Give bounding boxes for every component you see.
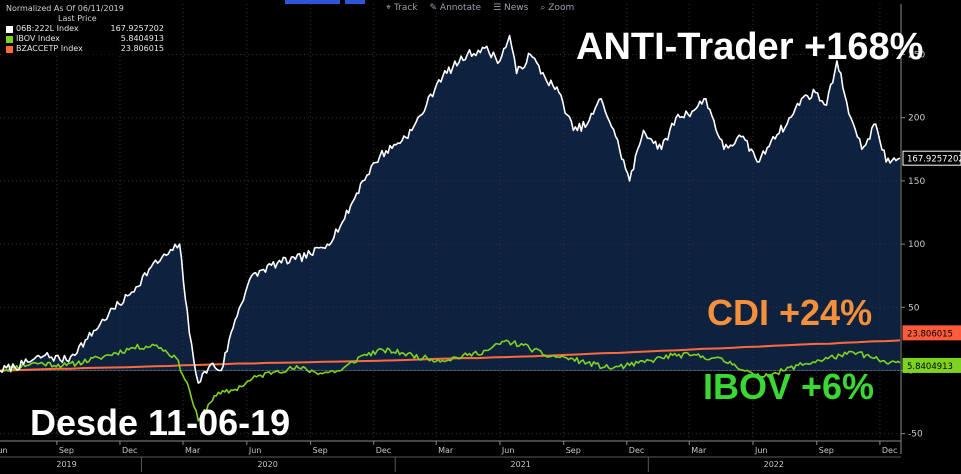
news-button[interactable]: ☰ News <box>493 3 529 13</box>
x-tick-label: Jun <box>501 446 515 455</box>
ibov-annotation: IBOV +6% <box>703 366 875 407</box>
legend-name: 06B:222L Index <box>16 24 79 33</box>
y-tick-label: 100 <box>908 240 925 250</box>
x-tick-label: Mar <box>185 446 201 455</box>
legend-swatch-cdi <box>6 45 13 53</box>
anti-last-value-tag-label: 167.9257202 <box>907 155 961 165</box>
y-tick-label: 50 <box>908 303 920 313</box>
ibov-last-value-tag-label: 5.8404913 <box>907 362 953 372</box>
chart-legend: Normalized As Of 06/11/2019 Last Price 0… <box>3 3 167 55</box>
x-tick-label: Mar <box>438 446 454 455</box>
legend-swatch-anti <box>6 25 13 33</box>
x-tick-label: Dec <box>629 446 644 455</box>
x-tick-label: Mar <box>691 446 707 455</box>
x-tick-label: Sep <box>313 446 328 455</box>
anti-last-value-tag-box <box>902 150 961 166</box>
track-label: Track <box>393 3 418 13</box>
legend-header: Normalized As Of 06/11/2019 <box>6 4 124 13</box>
since-annotation: Desde 11-06-19 <box>30 402 291 443</box>
cdi-annotation: CDI +24% <box>707 292 873 333</box>
x-tick-label: Dec <box>122 446 137 455</box>
annotate-button[interactable]: ✎ Annotate <box>429 3 482 13</box>
anti-trader-line <box>0 34 901 384</box>
x-year-label: 2020 <box>257 460 277 469</box>
legend-entry-cdi[interactable]: BZACCETP Index 23.806015 <box>6 44 164 54</box>
legend-value: 167.9257202 <box>110 24 164 33</box>
zoom-button[interactable]: ⌕ Zoom <box>540 3 575 13</box>
ibov-last-value-tag-box <box>902 357 961 373</box>
cdi-last-value-tag-label: 23.806015 <box>907 329 953 339</box>
cdi-line <box>0 339 901 372</box>
x-year-label: 2019 <box>56 460 76 469</box>
x-tick-label: Sep <box>59 446 74 455</box>
y-tick-label: -50 <box>908 430 923 440</box>
legend-name: IBOV Index <box>16 34 60 43</box>
cdi-last-value-tag-box <box>902 325 961 341</box>
legend-subheader: Last Price <box>58 14 97 23</box>
x-year-label: 2021 <box>511 460 531 469</box>
legend-entry-ibov[interactable]: IBOV Index 5.8404913 <box>6 34 164 44</box>
x-tick-label: Jun <box>248 446 262 455</box>
chart-toolbar: ⌖ Track ✎ Annotate ☰ News ⌕ Zoom <box>386 3 574 17</box>
x-tick-label: Jun <box>754 446 768 455</box>
track-button[interactable]: ⌖ Track <box>386 3 418 13</box>
legend-entry-anti[interactable]: 06B:222L Index 167.9257202 <box>6 24 164 34</box>
y-tick-label: 200 <box>908 114 925 124</box>
legend-name: BZACCETP Index <box>16 44 83 53</box>
x-year-label: 2022 <box>764 460 784 469</box>
x-tick-label: Dec <box>376 446 391 455</box>
y-tick-label: 250 <box>908 51 925 61</box>
toolbar-accent-bar <box>345 0 365 4</box>
legend-value: 23.806015 <box>120 44 164 53</box>
annotate-label: Annotate <box>439 3 482 13</box>
x-tick-label: Sep <box>819 446 834 455</box>
x-tick-label: Dec <box>882 446 897 455</box>
x-tick-label: Sep <box>566 446 581 455</box>
legend-swatch-ibov <box>6 35 13 43</box>
legend-value: 5.8404913 <box>120 34 164 43</box>
ibov-line <box>0 339 901 422</box>
anti-trader-annotation: ANTI-Trader +168% <box>576 26 924 68</box>
news-label: News <box>504 3 529 13</box>
y-tick-label: 150 <box>908 177 925 187</box>
toolbar-accent-bar <box>285 0 340 4</box>
x-tick-label: Jun <box>0 446 8 455</box>
zoom-label: Zoom <box>548 3 575 13</box>
